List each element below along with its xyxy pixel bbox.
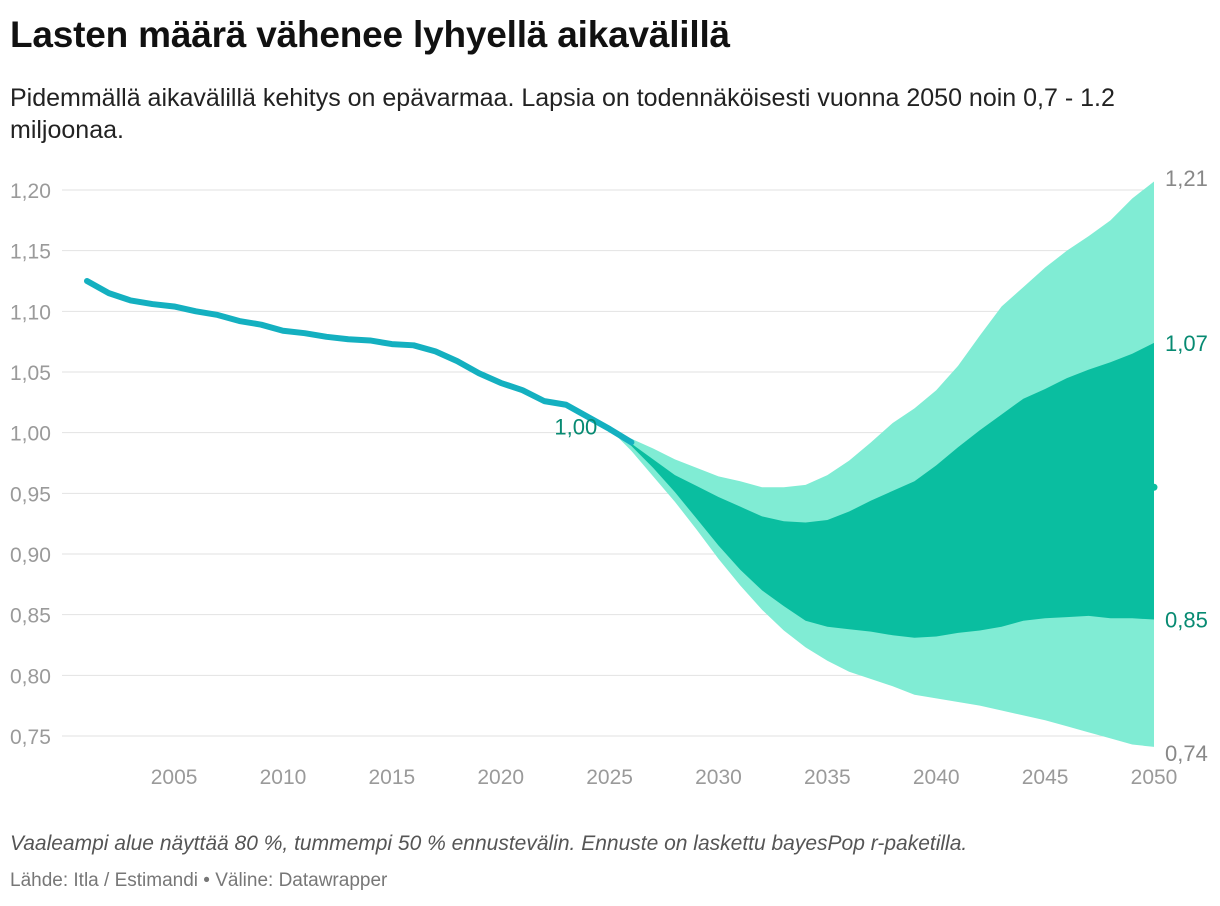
series-line xyxy=(84,278,635,446)
x-tick-label: 2015 xyxy=(369,766,416,789)
label-lower-80: 0,74 xyxy=(1165,741,1208,766)
x-axis: 2005 2010 2015 2020 2025 2030 2035 2040 2045 2050 xyxy=(151,766,1178,789)
y-tick-label: 1,00 xyxy=(10,423,51,446)
y-tick-label: 1,20 xyxy=(10,180,51,203)
y-tick-label: 0,85 xyxy=(10,605,51,628)
chart-title: Lasten määrä vähenee lyhyellä aikavälill… xyxy=(10,14,730,55)
x-tick-label: 2025 xyxy=(586,766,633,789)
x-tick-label: 2005 xyxy=(151,766,198,789)
y-tick-label: 0,95 xyxy=(10,483,51,506)
x-tick-label: 2010 xyxy=(260,766,307,789)
x-tick-label: 2035 xyxy=(804,766,851,789)
label-start: 1,00 xyxy=(554,415,597,440)
y-tick-label: 1,05 xyxy=(10,362,51,385)
label-upper-50: 1,07 xyxy=(1165,331,1208,356)
label-upper-80: 1,21 xyxy=(1165,166,1208,191)
chart-source: Lähde: Itla / Estimandi • Väline: Datawr… xyxy=(10,870,388,891)
chart-note: Vaaleampi alue näyttää 80 %, tummempi 50… xyxy=(10,832,968,855)
series-lines xyxy=(84,278,635,446)
y-tick-label: 1,10 xyxy=(10,301,51,324)
y-tick-label: 0,75 xyxy=(10,726,51,749)
y-tick-label: 1,15 xyxy=(10,241,51,264)
forecast-bands xyxy=(609,181,1154,747)
y-tick-label: 0,80 xyxy=(10,665,51,688)
y-axis: 0,75 0,80 0,85 0,90 0,95 1,00 1,05 1,10 1,15 1,20 xyxy=(10,180,51,749)
x-tick-label: 2045 xyxy=(1022,766,1069,789)
x-tick-label: 2030 xyxy=(695,766,742,789)
annotations: 1,00 1,21 1,07 0,85 0,74 xyxy=(554,166,1207,766)
chart-subtitle: Pidemmällä aikavälillä kehitys on epävar… xyxy=(10,84,1115,144)
chart-canvas: 0,75 0,80 0,85 0,90 0,95 1,00 1,05 1,10 1,15 1,20… xyxy=(10,166,1208,789)
y-tick-label: 0,90 xyxy=(10,544,51,567)
end-marker xyxy=(1150,483,1158,491)
x-tick-label: 2050 xyxy=(1131,766,1178,789)
band-50-percent xyxy=(609,342,1154,638)
x-tick-label: 2040 xyxy=(913,766,960,789)
x-tick-label: 2020 xyxy=(477,766,524,789)
label-lower-50: 0,85 xyxy=(1165,608,1208,633)
